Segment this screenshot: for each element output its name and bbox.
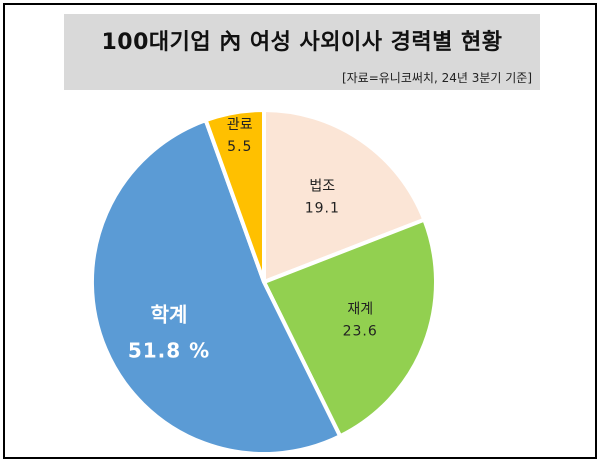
chart-title: 100대기업 內 여성 사외이사 경력별 현황 — [101, 30, 503, 55]
pie-slice-academia — [90, 118, 343, 456]
slice-label-business: 재계 — [347, 301, 373, 317]
pie-slices — [90, 108, 439, 456]
slice-value-academia: 51.8 % — [128, 338, 210, 362]
slice-label-academia: 학계 — [151, 302, 188, 326]
pie-slice-law — [262, 108, 427, 284]
slice-value-law: 19.1 — [305, 201, 340, 217]
chart-subtitle: [자료=유니코써치, 24년 3분기 기준] — [341, 71, 532, 85]
title-box: 100대기업 內 여성 사외이사 경력별 현황 [자료=유니코써치, 24년 3… — [64, 14, 540, 90]
slice-value-bureaucrat: 5.5 — [227, 139, 252, 155]
slice-label-bureaucrat: 관료 — [227, 117, 253, 133]
pie-slice-bureaucrat — [203, 108, 266, 284]
pie-labels: 법조 19.1 재계 23.6 학계 51.8 % 관료 5.5 — [128, 117, 378, 362]
slice-value-business: 23.6 — [343, 323, 378, 339]
pie-slice-business — [262, 217, 439, 439]
slice-label-law: 법조 — [309, 179, 335, 195]
